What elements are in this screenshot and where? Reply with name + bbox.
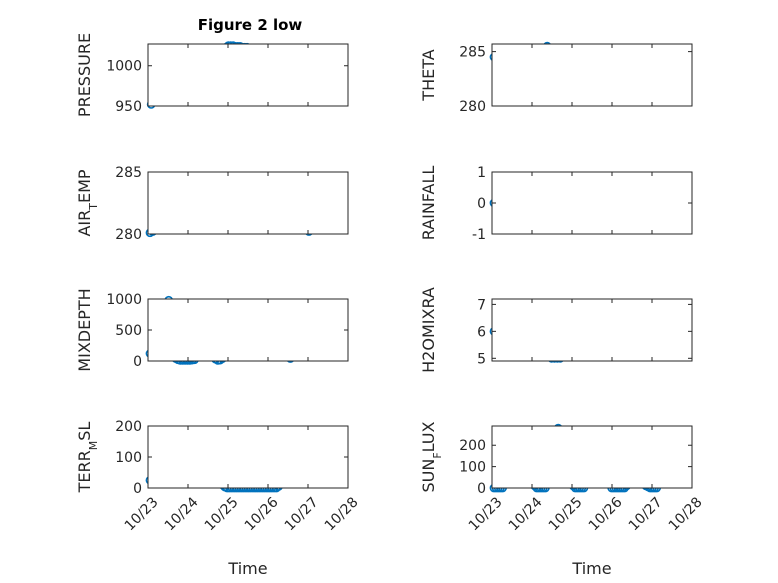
x-tick-label: 10/28 (666, 494, 706, 534)
y-tick-label: 285 (459, 45, 486, 61)
y-tick-label: 1000 (106, 59, 142, 75)
axes-frame (491, 298, 693, 362)
y-tick-label: 200 (115, 419, 142, 435)
x-tick-label: 10/25 (202, 494, 242, 534)
y-tick-label: 0 (477, 196, 486, 212)
y-axis-label: AIRTEMP (75, 169, 100, 236)
y-tick-label: -1 (472, 227, 486, 243)
subplot-terrmsl: 0 100 200 10/23 10/24 10/25 10/26 10/27 10/28 TER… (75, 419, 362, 578)
y-axis-label: SUNFLUX (419, 421, 444, 492)
x-tick-label: 10/23 (122, 494, 162, 534)
y-tick-label: 1 (477, 165, 486, 181)
subplot-rainfall: -1 0 1 RAINFALL (419, 165, 693, 243)
subplot-pressure: 950 1000 PRESSURE (75, 33, 349, 117)
axes-frame (147, 298, 349, 362)
x-tick-label: 10/24 (162, 494, 202, 534)
y-tick-label: 285 (115, 165, 142, 181)
x-tick-label: 10/27 (282, 494, 322, 534)
x-tick-label: 10/25 (546, 494, 586, 534)
subplot-sunflux: 0 100 200 10/23 10/24 10/25 10/26 10/27 10/28 SUN… (419, 421, 706, 578)
figure-title: Figure 2 low (198, 16, 303, 34)
y-axis-label: H2OMIXRA (419, 287, 438, 373)
y-axis-label: THETA (419, 49, 438, 101)
y-tick-label: 200 (459, 438, 486, 454)
subplot-theta: 280 285 THETA (419, 41, 693, 115)
x-axis-label: Time (227, 559, 267, 578)
x-tick-label: 10/28 (322, 494, 362, 534)
axes-frame (147, 171, 349, 235)
y-tick-label: 1000 (106, 292, 142, 308)
x-tick-label: 10/24 (506, 494, 546, 534)
x-tick-label: 10/23 (466, 494, 506, 534)
axes-frame (491, 43, 693, 107)
y-axis-label: PRESSURE (75, 33, 94, 117)
y-tick-label: 280 (459, 99, 486, 115)
y-tick-label: 6 (477, 324, 486, 340)
axes-frame (147, 43, 349, 107)
y-tick-label: 0 (133, 354, 142, 370)
x-tick-label: 10/26 (242, 494, 282, 534)
x-tick-label: 10/27 (626, 494, 666, 534)
y-tick-label: 950 (115, 99, 142, 115)
y-tick-label: 100 (115, 450, 142, 466)
y-axis-label: MIXDEPTH (75, 288, 94, 371)
y-tick-label: 0 (133, 481, 142, 497)
x-axis-label: Time (571, 559, 611, 578)
subplot-h2omixra: 5 6 7 H2OMIXRA (419, 287, 693, 373)
y-tick-label: 500 (115, 323, 142, 339)
axes-frame (147, 425, 349, 489)
y-tick-label: 280 (115, 227, 142, 243)
y-tick-label: 100 (459, 460, 486, 476)
x-tick-label: 10/26 (586, 494, 626, 534)
y-axis-label: RAINFALL (419, 166, 438, 241)
y-tick-label: 0 (477, 481, 486, 497)
subplot-airtemp: 280 285 AIRTEMP (75, 165, 349, 243)
axes-frame (491, 425, 693, 489)
y-tick-label: 5 (477, 351, 486, 367)
y-tick-label: 7 (477, 297, 486, 313)
y-axis-label: TERRMSL (75, 422, 100, 494)
axes-frame (491, 171, 693, 235)
subplot-mixdepth: 0 500 1000 MIXDEPTH (75, 288, 349, 372)
